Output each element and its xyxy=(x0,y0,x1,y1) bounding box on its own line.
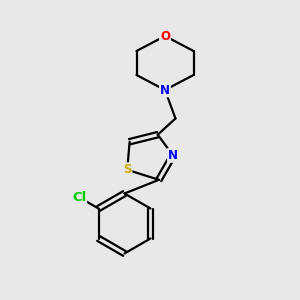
Text: Cl: Cl xyxy=(72,191,86,204)
Text: O: O xyxy=(160,29,170,43)
Text: S: S xyxy=(123,163,131,176)
Text: N: N xyxy=(160,83,170,97)
Text: N: N xyxy=(168,149,178,162)
